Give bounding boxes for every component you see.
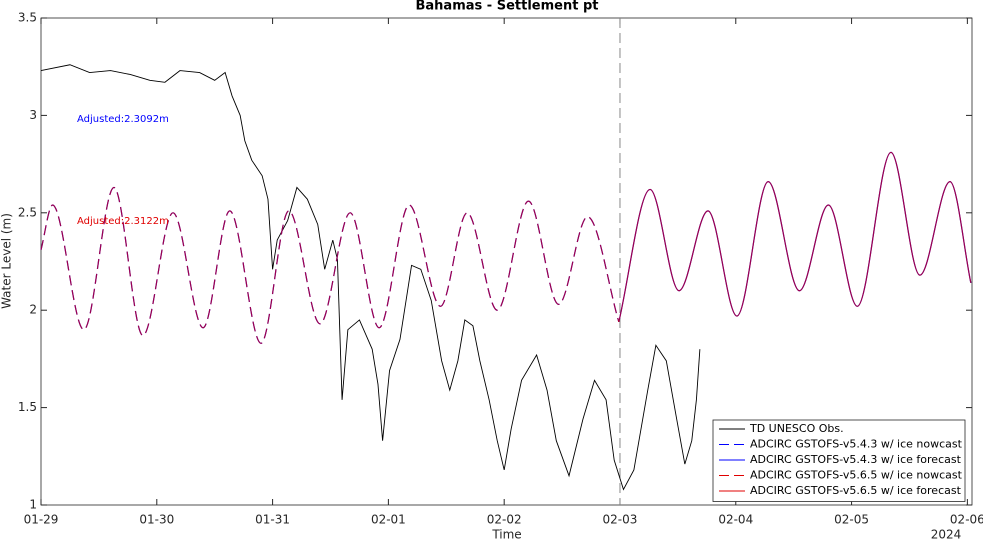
series-line (40, 64, 701, 491)
x-tick-label: 01-30 (139, 513, 174, 527)
y-tick-label: 3 (29, 108, 37, 122)
series-line (618, 151, 972, 323)
x-axis-label: Time (491, 528, 521, 541)
legend-label: ADCIRC GSTOFS-v5.4.3 w/ ice forecast (750, 453, 962, 466)
x-corner-label: 2024 (931, 528, 962, 541)
y-axis-label: Water Level (m) (0, 213, 14, 309)
legend-label: TD UNESCO Obs. (749, 422, 844, 435)
x-tick-label: 01-29 (24, 513, 59, 527)
x-tick-label: 02-01 (371, 513, 406, 527)
x-tick-label: 02-05 (834, 513, 869, 527)
y-tick-label: 1.5 (18, 400, 37, 414)
annotation: Adjusted:2.3122m (77, 216, 169, 227)
legend: TD UNESCO Obs. ADCIRC GSTOFS-v5.4.3 w/ ic… (712, 419, 966, 502)
x-tick-label: 02-04 (718, 513, 753, 527)
legend-label: ADCIRC GSTOFS-v5.6.5 w/ ice forecast (750, 484, 962, 497)
legend-box (712, 419, 966, 502)
legend-label: ADCIRC GSTOFS-v5.4.3 w/ ice nowcast (750, 438, 963, 451)
annotation: Adjusted:2.3092m (77, 114, 169, 125)
y-tick-label: 3.5 (18, 11, 37, 25)
plot-frame (40, 17, 973, 506)
legend-label: ADCIRC GSTOFS-v5.6.5 w/ ice nowcast (750, 469, 963, 482)
x-tick-label: 02-06 (950, 513, 983, 527)
y-tick-label: 1 (29, 498, 37, 512)
chart-title: Bahamas - Settlement pt (416, 0, 599, 14)
x-tick-label: 02-03 (603, 513, 638, 527)
x-tick-label: 01-31 (255, 513, 290, 527)
y-tick-label: 2 (29, 303, 37, 317)
x-tick-label: 02-02 (487, 513, 522, 527)
series-line (40, 186, 620, 344)
y-tick-label: 2.5 (18, 205, 37, 219)
